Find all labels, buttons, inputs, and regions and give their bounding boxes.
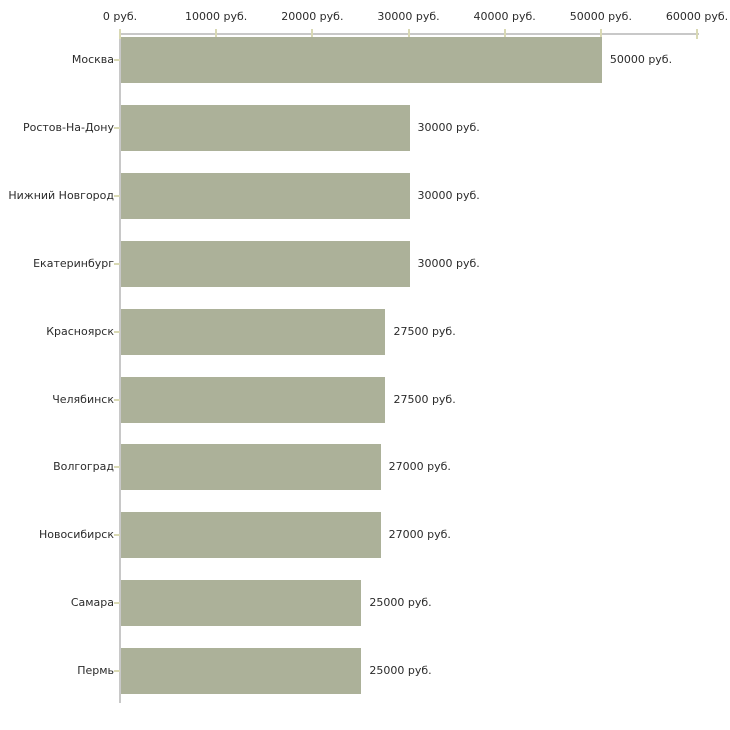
value-label: 27000 руб. xyxy=(388,460,451,474)
value-label: 27500 руб. xyxy=(393,392,456,406)
x-axis-tick-label: 50000 руб. xyxy=(569,10,632,23)
value-label: 50000 руб. xyxy=(609,53,673,66)
bar-2 xyxy=(121,104,410,151)
y-axis-tick xyxy=(114,534,120,537)
y-axis-tick xyxy=(114,59,120,61)
bar-1 xyxy=(121,37,602,83)
x-axis-tick xyxy=(407,29,410,39)
x-axis-tick-label: 40000 руб. xyxy=(473,10,536,23)
y-axis-tick xyxy=(114,398,120,401)
value-label: 25000 руб. xyxy=(369,664,432,678)
category-label: Ростов-На-Дону xyxy=(22,120,114,134)
y-axis-line xyxy=(119,33,121,703)
y-axis-tick xyxy=(114,330,120,333)
value-label: 30000 руб. xyxy=(417,256,480,270)
x-axis-tick xyxy=(119,29,121,39)
x-axis-tick-label: 10000 руб. xyxy=(185,10,248,23)
bar-10 xyxy=(121,648,362,695)
bar-3 xyxy=(121,172,410,219)
category-label: Екатеринбург xyxy=(33,256,114,270)
category-label: Волгоград xyxy=(53,460,114,474)
value-label: 27000 руб. xyxy=(388,528,451,542)
value-label: 30000 руб. xyxy=(417,120,480,134)
bar-8 xyxy=(121,512,381,559)
bar-7 xyxy=(121,444,381,491)
y-axis-tick xyxy=(114,670,120,673)
y-axis-tick xyxy=(114,262,120,265)
bar-5 xyxy=(121,308,386,355)
value-label: 27500 руб. xyxy=(393,324,456,338)
x-axis-tick-label: 0 руб. xyxy=(102,10,138,23)
value-label: 25000 руб. xyxy=(369,596,432,610)
x-axis-tick xyxy=(696,29,698,39)
x-axis-tick xyxy=(503,29,506,39)
x-axis-tick-label: 30000 руб. xyxy=(377,10,440,23)
category-label: Самара xyxy=(70,596,114,610)
value-label: 30000 руб. xyxy=(417,188,480,202)
y-axis-tick xyxy=(114,194,120,197)
bar-6 xyxy=(121,376,386,423)
category-label: Челябинск xyxy=(52,392,114,406)
x-axis-tick-label: 20000 руб. xyxy=(281,10,344,23)
y-axis-tick xyxy=(114,126,120,129)
y-axis-tick xyxy=(114,466,120,469)
bar-9 xyxy=(121,580,362,627)
category-label: Новосибирск xyxy=(38,528,114,542)
x-axis-tick xyxy=(215,29,218,39)
category-label: Москва xyxy=(71,53,114,66)
x-axis-tick xyxy=(599,29,602,39)
bar-4 xyxy=(121,240,410,287)
category-label: Пермь xyxy=(77,664,114,678)
category-label: Нижний Новгород xyxy=(8,188,114,202)
x-axis-tick-label: 60000 руб. xyxy=(665,10,729,23)
x-axis-tick xyxy=(311,29,314,39)
y-axis-tick xyxy=(114,602,120,605)
x-axis-line xyxy=(120,33,699,35)
category-label: Красноярск xyxy=(46,324,114,338)
